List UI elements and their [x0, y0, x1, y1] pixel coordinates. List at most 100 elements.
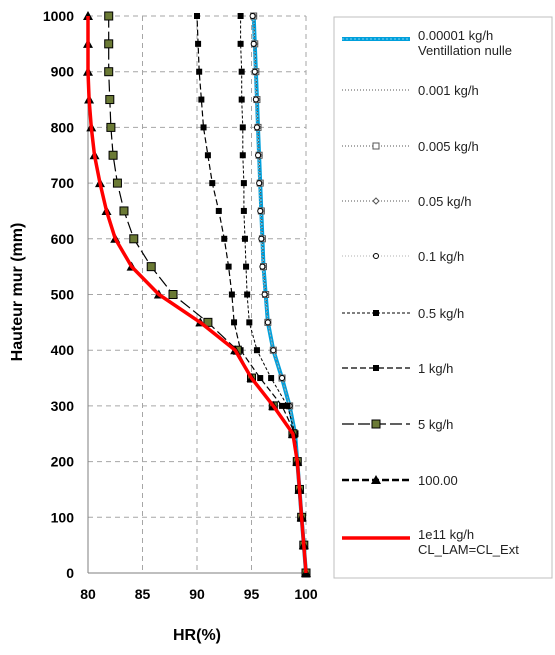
data-point: [257, 207, 264, 214]
data-point: [240, 180, 247, 187]
data-point: [104, 11, 114, 21]
x-tick-label: 90: [189, 586, 205, 602]
data-point: [252, 96, 259, 103]
x-axis-ticks: 80 85 90 95 100: [80, 586, 318, 602]
y-tick-label: 400: [51, 342, 75, 358]
x-tick-label: 95: [244, 586, 260, 602]
y-tick-label: 600: [51, 231, 75, 247]
x-tick-label: 80: [80, 586, 96, 602]
legend-label: 0.005 kg/h: [418, 139, 479, 154]
y-tick-label: 900: [51, 64, 75, 80]
legend-item: 1 kg/h: [342, 361, 453, 376]
legend-item: 0.001 kg/h: [342, 83, 479, 98]
legend-marker: [371, 475, 381, 484]
series-layer: [83, 11, 311, 578]
data-point: [237, 40, 244, 47]
legend-label: 0.5 kg/h: [418, 306, 464, 321]
legend-item: 0.05 kg/h: [342, 194, 472, 209]
data-point: [256, 180, 263, 187]
data-point: [258, 235, 265, 242]
data-point: [228, 291, 235, 298]
data-point: [244, 291, 251, 298]
y-tick-label: 300: [51, 398, 75, 414]
legend-item: 0.1 kg/h: [342, 249, 464, 264]
data-point: [168, 290, 178, 299]
y-tick-label: 700: [51, 175, 75, 191]
data-point: [259, 263, 266, 270]
data-point: [238, 96, 245, 103]
data-point: [243, 263, 250, 270]
legend-label: 1 kg/h: [418, 361, 453, 376]
data-point: [268, 375, 275, 382]
data-point: [225, 263, 232, 270]
y-tick-label: 200: [51, 454, 75, 470]
data-point: [104, 39, 114, 49]
data-point: [279, 402, 286, 409]
data-point: [237, 13, 244, 19]
data-point: [104, 67, 114, 77]
x-tick-label: 100: [294, 586, 318, 602]
data-point: [200, 124, 207, 131]
data-point: [253, 124, 260, 131]
x-tick-label: 85: [135, 586, 151, 602]
data-point: [112, 178, 122, 188]
data-point: [241, 235, 248, 242]
y-axis-ticks: 0 100 200 300 400 500 600 700 800 900 1000: [43, 8, 74, 581]
y-tick-label: 500: [51, 287, 75, 303]
data-point: [284, 402, 291, 409]
data-point: [261, 291, 268, 298]
legend-marker: [371, 419, 381, 429]
legend-marker: [372, 197, 380, 205]
series-line: [86, 16, 308, 574]
y-tick-label: 1000: [43, 8, 74, 24]
data-point: [238, 68, 245, 75]
legend-item: 0.005 kg/h: [342, 139, 479, 154]
data-point: [246, 319, 253, 326]
data-point: [231, 319, 238, 326]
data-point: [249, 13, 256, 19]
data-point: [279, 375, 286, 382]
data-point: [270, 347, 277, 354]
data-point: [264, 319, 271, 326]
data-point: [221, 235, 228, 242]
y-axis-title: Hauteur mur (mm): [9, 223, 26, 362]
data-point: [209, 180, 216, 187]
y-tick-label: 100: [51, 509, 75, 525]
data-point: [215, 207, 222, 214]
y-tick-label: 0: [66, 565, 74, 581]
x-axis-title: HR(%): [173, 627, 221, 644]
data-point: [106, 122, 116, 132]
data-point: [105, 95, 115, 105]
data-point: [257, 375, 264, 382]
data-point: [240, 207, 247, 214]
data-point: [146, 262, 156, 272]
legend-marker: [372, 142, 380, 150]
data-point: [119, 206, 129, 216]
legend-marker: [373, 365, 379, 371]
legend-marker: [373, 310, 379, 316]
legend-box: [333, 16, 553, 579]
legend-label: 1e11 kg/h: [418, 527, 474, 542]
data-point: [198, 96, 205, 103]
series-9: [86, 16, 308, 574]
legend-item: 100.00: [342, 473, 458, 488]
data-point: [83, 11, 93, 20]
legend-label: 0.00001 kg/h: [418, 28, 493, 43]
data-point: [195, 40, 202, 47]
plot-area: [87, 16, 306, 574]
data-point: [108, 150, 118, 160]
legend-item: 0.5 kg/h: [342, 306, 464, 321]
data-point: [196, 68, 203, 75]
data-point: [255, 152, 262, 159]
legend-label-line2: CL_LAM=CL_Ext: [418, 542, 519, 557]
y-tick-label: 800: [51, 119, 75, 135]
legend-marker: [373, 253, 379, 259]
data-point: [250, 40, 257, 47]
data-point: [251, 68, 258, 75]
legend-label: 100.00: [418, 473, 458, 488]
data-point: [239, 152, 246, 159]
data-point: [194, 13, 200, 19]
data-point: [239, 124, 246, 131]
